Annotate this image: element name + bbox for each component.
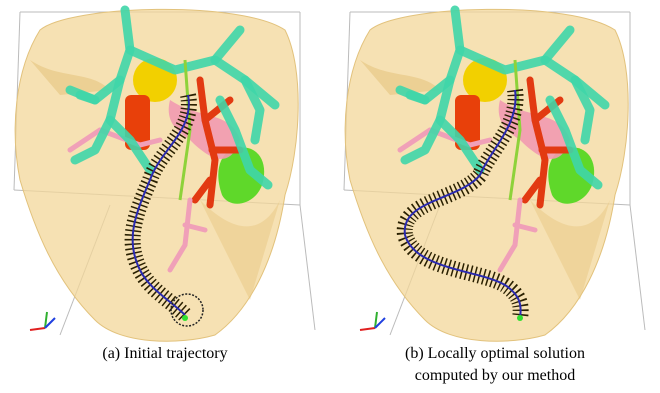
caption: (a) Initial trajectory [102, 345, 227, 362]
target [182, 315, 188, 321]
figure: (a) Initial trajectory (b) Locally optim… [0, 0, 660, 393]
target [517, 315, 523, 321]
scene-illustration [14, 9, 315, 341]
caption: computed by our method [415, 367, 575, 384]
panel-a [14, 9, 315, 341]
caption: (b) Locally optimal solution [405, 345, 585, 362]
scene-illustration [344, 9, 645, 341]
panel-b [344, 9, 645, 341]
